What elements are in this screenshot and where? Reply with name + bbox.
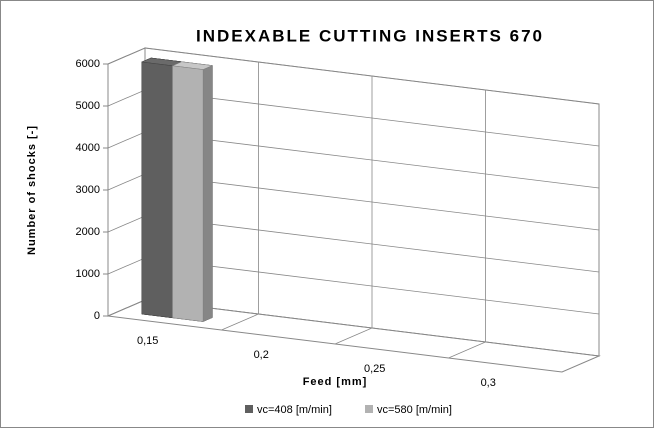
bar-side (202, 65, 213, 322)
category-divider (221, 62, 259, 331)
legend-swatch (365, 405, 373, 413)
legend-label: vc=580 [m/min] (377, 404, 452, 416)
x-tick-label: 0,15 (137, 335, 158, 347)
legend-label: vc=408 [m/min] (257, 404, 332, 416)
x-tick-label: 0,25 (364, 363, 385, 375)
chart-title: INDEXABLE CUTTING INSERTS 670 (196, 26, 544, 45)
legend-swatch (245, 405, 253, 413)
x-tick-label: 0,3 (481, 377, 496, 389)
category-divider (334, 76, 373, 345)
bar (171, 61, 214, 322)
y-tick-label: 0 (94, 310, 100, 322)
x-axis-title: Feed [mm] (303, 376, 368, 388)
y-tick-label: 2000 (76, 226, 100, 238)
category-divider (448, 90, 486, 359)
y-tick-label: 4000 (76, 142, 100, 154)
x-tick-label: 0,2 (254, 349, 269, 361)
bar-front (172, 65, 204, 322)
y-tick-label: 1000 (76, 268, 100, 280)
y-axis-title: Number of shocks [-] (26, 125, 38, 255)
grid-line (107, 47, 600, 105)
y-tick-label: 6000 (76, 58, 100, 70)
bar-front (141, 61, 173, 319)
y-tick-label: 5000 (76, 100, 100, 112)
y-tick-label: 3000 (76, 184, 100, 196)
